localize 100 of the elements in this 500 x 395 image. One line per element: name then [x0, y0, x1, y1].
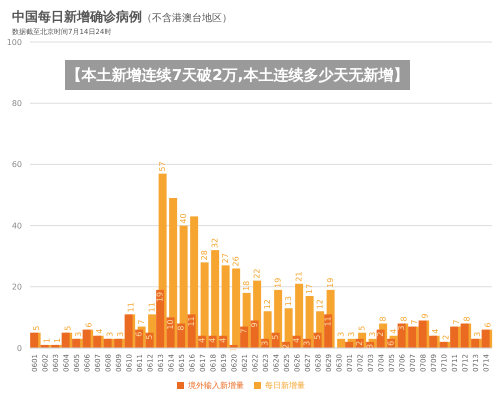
- data-label: 7: [137, 319, 146, 325]
- data-label: 1: [53, 338, 62, 343]
- data-label: 11: [148, 302, 157, 312]
- data-label: 26: [232, 256, 241, 266]
- bar: [337, 338, 346, 348]
- data-label: 11: [187, 316, 196, 327]
- data-label: 8: [462, 316, 472, 322]
- data-label: 4: [208, 338, 218, 343]
- data-label: 32: [210, 238, 220, 248]
- bar: [62, 332, 70, 348]
- data-label: 3: [106, 332, 115, 337]
- bar: [440, 342, 448, 348]
- bar: [82, 330, 91, 348]
- bar: [211, 250, 220, 348]
- data-label: 3: [116, 332, 126, 337]
- data-label: 13: [284, 296, 294, 306]
- data-label: 8: [378, 316, 388, 322]
- data-label: 5: [358, 326, 367, 331]
- data-label: 17: [305, 284, 314, 294]
- bar: [114, 338, 122, 348]
- data-label: 5: [271, 334, 280, 340]
- y-tick-label: 60: [12, 160, 22, 170]
- data-label: 7: [410, 319, 420, 325]
- data-label: 3: [397, 326, 406, 331]
- data-label: 19: [274, 278, 283, 288]
- data-label: 21: [294, 272, 304, 282]
- bar: [418, 320, 427, 348]
- data-label: 3: [368, 332, 378, 337]
- bar: [124, 314, 133, 348]
- bar: [104, 338, 112, 348]
- data-label: 6: [386, 340, 396, 346]
- data-label: 1: [229, 346, 238, 352]
- data-label: 3: [336, 332, 346, 337]
- data-label: 6: [134, 332, 144, 337]
- data-label: 5: [64, 326, 73, 331]
- bar: [232, 268, 240, 348]
- bar: [240, 326, 248, 348]
- y-tick-label: 80: [12, 99, 22, 108]
- bar: [93, 336, 102, 348]
- data-label: 18: [242, 280, 252, 291]
- data-label: 28: [200, 250, 210, 260]
- bar: [408, 326, 416, 348]
- data-label: 3: [74, 332, 84, 337]
- data-label: 2: [282, 344, 291, 349]
- data-label: 4: [389, 328, 398, 334]
- data-label: 40: [179, 213, 188, 224]
- bar: [398, 324, 406, 348]
- bar: [471, 338, 480, 348]
- data-label: 3: [260, 340, 270, 346]
- bar: [200, 262, 209, 348]
- bar: [156, 290, 164, 348]
- bar: [250, 320, 259, 348]
- data-label: 8: [400, 316, 409, 322]
- y-tick-label: 100: [6, 38, 22, 47]
- annotation: 【本土新增连续7天破2万,本土连续多少天无新增】: [65, 60, 410, 90]
- data-label: 7: [452, 319, 462, 325]
- bar: [429, 336, 438, 348]
- data-label: 1: [42, 338, 52, 343]
- data-label: 3: [366, 344, 375, 349]
- bar: [450, 326, 458, 348]
- bar: [30, 332, 38, 348]
- data-label: 9: [250, 322, 260, 328]
- data-label: 4: [218, 338, 228, 343]
- data-label: 8: [176, 326, 186, 331]
- bar: [324, 314, 332, 348]
- data-label: 27: [221, 253, 230, 264]
- data-label: 19: [326, 278, 336, 288]
- data-label: 4: [95, 328, 104, 334]
- data-label: 12: [316, 299, 325, 310]
- bar: [188, 314, 196, 348]
- data-label: 2: [355, 340, 364, 346]
- bar: [284, 308, 293, 348]
- y-tick-label: 20: [12, 282, 22, 292]
- bar: [222, 265, 230, 348]
- data-label: 6: [84, 322, 94, 328]
- legend-label: 每日新增量: [265, 381, 305, 390]
- bar: [482, 330, 490, 348]
- data-label: 57: [158, 161, 168, 172]
- y-tick-label: 40: [12, 221, 22, 230]
- data-label: 4: [292, 338, 302, 343]
- data-label: 6: [484, 322, 493, 328]
- data-label: 5: [145, 334, 154, 340]
- data-label: 2: [376, 332, 386, 337]
- y-tick-label: 0: [16, 344, 22, 353]
- data-label: 10: [166, 319, 176, 330]
- data-label: 2: [442, 334, 451, 340]
- data-label: 5: [32, 326, 42, 331]
- data-label: 19: [156, 292, 165, 302]
- data-label: 4: [198, 338, 207, 343]
- data-label: 22: [252, 268, 262, 279]
- data-label: 12: [263, 299, 272, 310]
- data-label: 5: [313, 334, 322, 340]
- data-label: 3: [302, 340, 312, 346]
- data-label: 3: [347, 332, 356, 337]
- data-label: 3: [473, 332, 482, 337]
- bar: [460, 324, 469, 348]
- data-label: 9: [420, 313, 430, 318]
- data-label: 11: [324, 316, 333, 327]
- chart-subtitle: （不含港澳台地区）: [142, 13, 232, 24]
- data-label: 11: [126, 302, 136, 312]
